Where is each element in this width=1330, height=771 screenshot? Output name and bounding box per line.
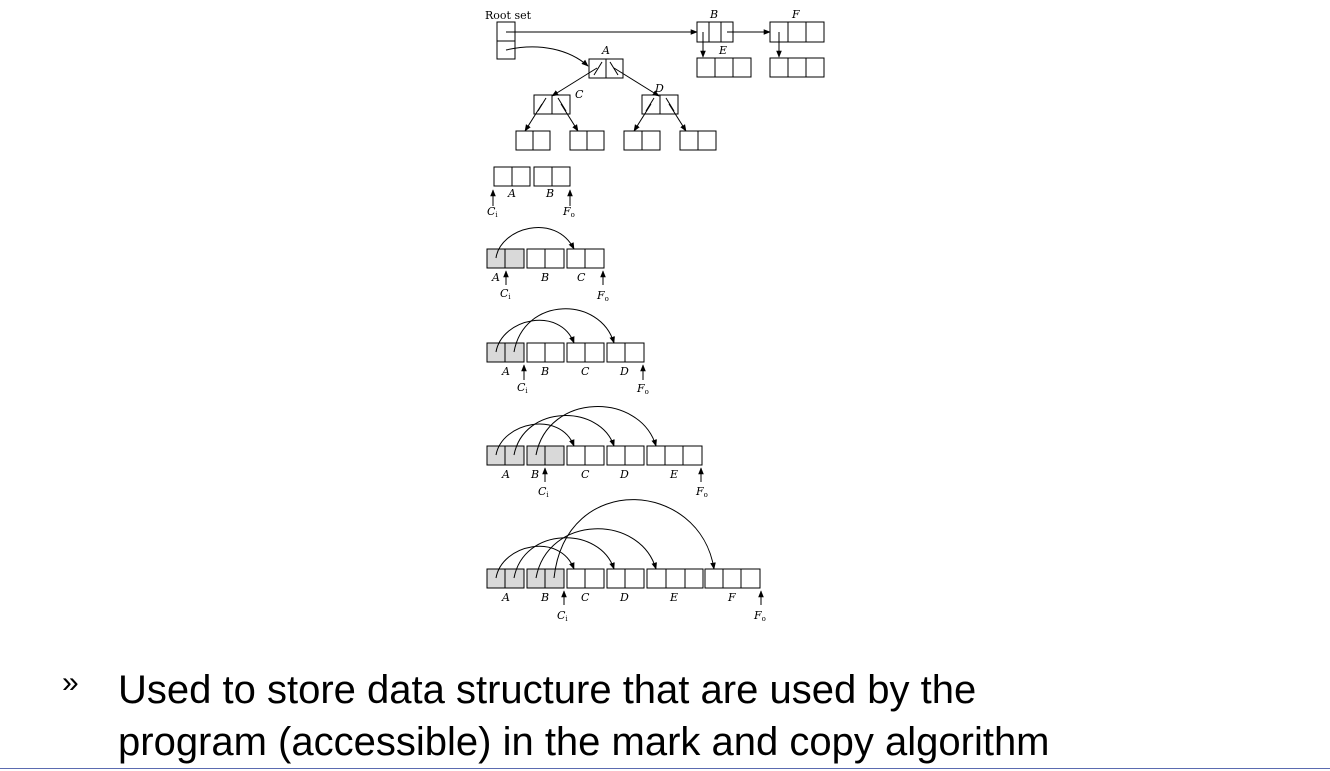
root-set-label: Root set [485, 9, 532, 22]
s1-label-b: B [545, 187, 554, 200]
s2-label-a: A [491, 271, 500, 284]
s3-label-d: D [619, 365, 629, 378]
s1-label-a: A [507, 187, 516, 200]
node-label-e: E [718, 44, 727, 57]
s1-scan-pointer: Ci [487, 205, 498, 219]
bullet-line-1: Used to store data structure that are us… [118, 668, 977, 712]
s2-free-pointer: Fo [596, 289, 609, 303]
copy-step-4: A B C D E Ci Fo [486, 406, 708, 499]
copy-step-1: A B Ci Fo [487, 166, 575, 219]
s5-label-b: B [540, 591, 549, 604]
s3-scan-pointer: Ci [517, 381, 528, 395]
s4-scan-pointer: Ci [538, 485, 549, 499]
node-label-a: A [601, 44, 610, 57]
s4-free-pointer: Fo [695, 485, 708, 499]
s4-label-a: A [501, 468, 510, 481]
s5-label-f: F [727, 591, 736, 604]
s5-label-a: A [501, 591, 510, 604]
bullet-line-2: program (accessible) in the mark and cop… [118, 720, 1050, 764]
s5-label-c: C [581, 591, 590, 604]
bottom-divider [0, 768, 1330, 769]
s2-label-c: C [577, 271, 586, 284]
s5-label-e: E [669, 591, 678, 604]
node-label-c: C [575, 88, 584, 101]
copy-step-5: A B C D E F Ci Fo [486, 499, 766, 623]
s1-free-pointer: Fo [562, 205, 575, 219]
s3-label-b: B [540, 365, 549, 378]
s4-label-e: E [669, 468, 678, 481]
s5-free-pointer: Fo [753, 609, 766, 623]
node-label-d: D [654, 82, 664, 95]
s2-scan-pointer: Ci [500, 287, 511, 301]
node-label-f: F [791, 8, 800, 21]
s4-label-d: D [619, 468, 629, 481]
bullet-point: » Used to store data structure that are … [62, 664, 1262, 768]
s5-scan-pointer: Ci [557, 609, 568, 623]
s3-free-pointer: Fo [636, 382, 649, 396]
s5-label-d: D [619, 591, 629, 604]
s2-label-b: B [540, 271, 549, 284]
mark-and-copy-diagram: Root set B F E A C D A B Ci Fo A B C Ci … [485, 8, 825, 623]
s4-label-b: B [530, 468, 539, 481]
s3-label-a: A [501, 365, 510, 378]
bullet-text: Used to store data structure that are us… [118, 664, 1262, 768]
s4-label-c: C [581, 468, 590, 481]
heap-graph [496, 21, 825, 151]
copy-step-3: A B C D Ci Fo [486, 308, 649, 396]
bullet-marker: » [62, 666, 79, 699]
node-label-b: B [709, 8, 718, 21]
s3-label-c: C [581, 365, 590, 378]
copy-step-2: A B C Ci Fo [486, 227, 609, 303]
